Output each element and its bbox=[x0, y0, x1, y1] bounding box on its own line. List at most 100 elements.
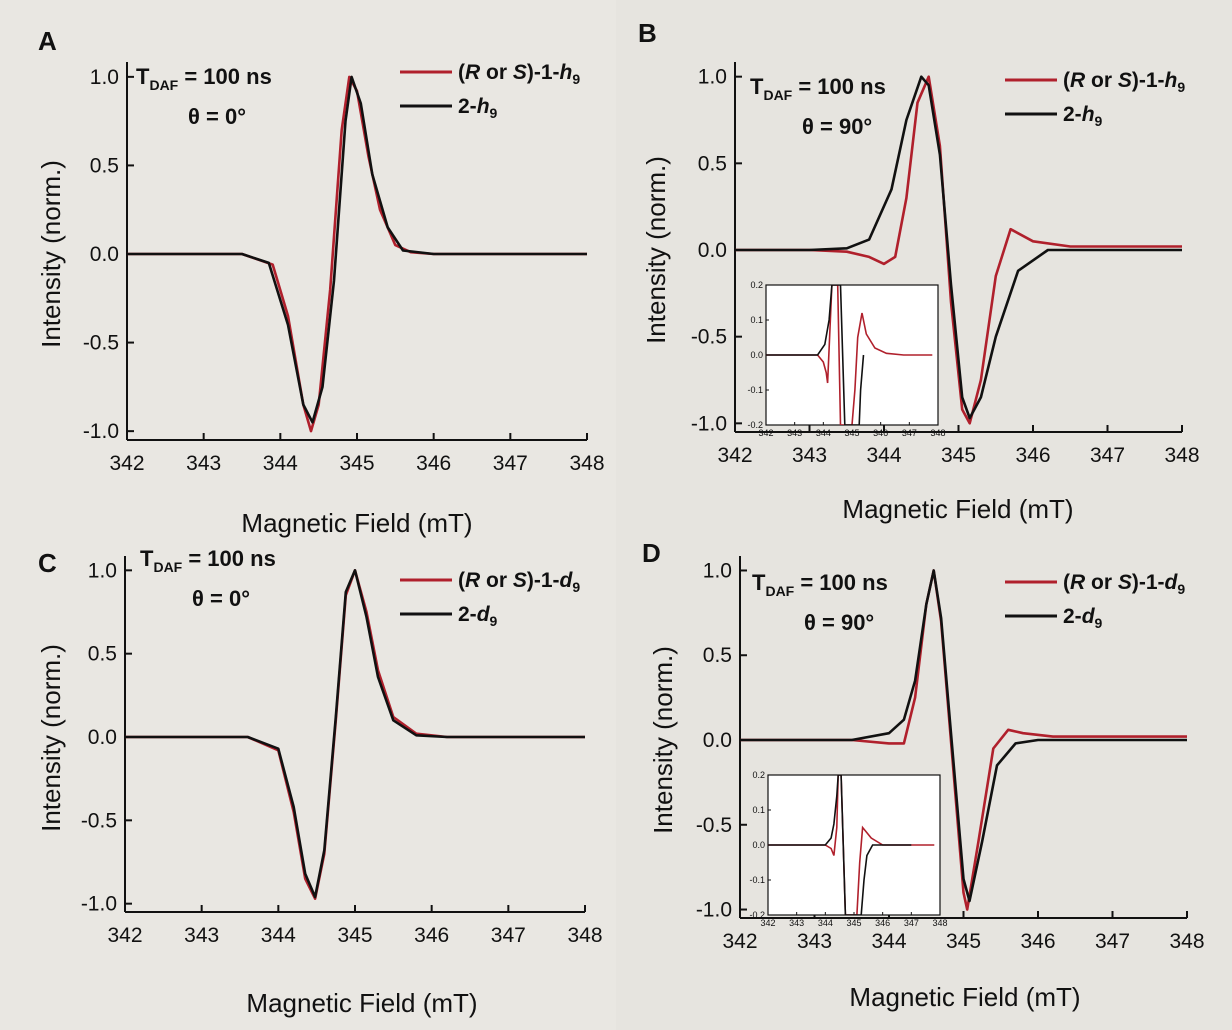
panel-a: A 342 343 344 345 346 347 348 1.0 0.5 0.0 -0.5 -1.0 M… bbox=[36, 26, 605, 538]
x-tick-label: 344 bbox=[263, 452, 298, 475]
panel-c: C 342 343 344 345 346 347 348 1.0 0.5 0.0 -0.5 -1.0 M… bbox=[36, 546, 603, 1018]
x-tick-label: 342 bbox=[109, 452, 144, 475]
panel-d: D 342 343 344 345 346 347 348 1.0 0.5 0.0 -0.5 -1.0 M… bbox=[642, 538, 1205, 1012]
x-tick-label: 344 bbox=[866, 444, 901, 467]
tdaf-annotation: TDAF = 100 ns bbox=[750, 74, 886, 103]
tdaf-annotation: TDAF = 100 ns bbox=[136, 64, 272, 93]
y-tick-label: -0.5 bbox=[81, 809, 117, 832]
x-axis-title: Magnetic Field (mT) bbox=[241, 508, 472, 538]
theta-annotation: θ = 90° bbox=[802, 114, 872, 139]
y-tick-label: 1.0 bbox=[698, 66, 727, 89]
y-axis-title: Intensity (norm.) bbox=[36, 644, 66, 832]
y-tick-label: -1.0 bbox=[83, 420, 119, 443]
legend-label: 2-d9 bbox=[1063, 605, 1103, 631]
inset-x-tick-label: 345 bbox=[846, 918, 861, 928]
y-tick-label: -0.5 bbox=[83, 332, 119, 355]
series-line-black bbox=[127, 75, 587, 424]
inset-plot: 342 343 344 345 346 347 348 0.2 0.1 0.0 -0.1 -0.2 bbox=[747, 280, 945, 438]
x-tick-label: 342 bbox=[717, 444, 752, 467]
x-tick-label: 345 bbox=[339, 452, 374, 475]
panel-b: B 342 343 344 345 346 347 348 1.0 0.5 0.0 -0.5 -1.0 M… bbox=[638, 18, 1200, 524]
y-axis-title: Intensity (norm.) bbox=[36, 160, 66, 348]
theta-annotation: θ = 0° bbox=[188, 104, 246, 129]
legend-label: (R or S)-1-d9 bbox=[1063, 571, 1185, 597]
panel-letter: B bbox=[638, 18, 657, 48]
x-tick-label: 342 bbox=[107, 924, 142, 947]
legend-label: 2-h9 bbox=[458, 95, 498, 121]
tdaf-annotation: TDAF = 100 ns bbox=[752, 570, 888, 599]
x-tick-label: 346 bbox=[416, 452, 451, 475]
y-axis-title: Intensity (norm.) bbox=[641, 156, 671, 344]
y-tick-label: -1.0 bbox=[81, 893, 117, 916]
y-tick-label: -0.5 bbox=[696, 814, 732, 837]
x-tick-label: 345 bbox=[946, 930, 981, 953]
inset-x-tick-label: 348 bbox=[932, 918, 947, 928]
x-tick-label: 343 bbox=[186, 452, 221, 475]
x-tick-label: 348 bbox=[567, 924, 602, 947]
x-tick-label: 343 bbox=[184, 924, 219, 947]
y-tick-label: 1.0 bbox=[703, 559, 732, 582]
inset-y-tick-label: 0.0 bbox=[752, 840, 765, 850]
x-tick-label: 347 bbox=[1090, 444, 1125, 467]
legend-label: 2-h9 bbox=[1063, 103, 1103, 129]
x-tick-label: 345 bbox=[941, 444, 976, 467]
x-tick-label: 348 bbox=[569, 452, 604, 475]
x-tick-label: 345 bbox=[337, 924, 372, 947]
panel-letter: C bbox=[38, 548, 57, 578]
y-tick-label: 0.0 bbox=[698, 239, 727, 262]
inset-plot: 342 343 344 345 346 347 348 0.2 0.1 0.0 -0.1 -0.2 bbox=[749, 770, 947, 928]
y-tick-label: -1.0 bbox=[696, 899, 732, 922]
inset-x-tick-label: 348 bbox=[930, 428, 945, 438]
inset-y-tick-label: 0.0 bbox=[750, 350, 763, 360]
y-tick-label: -1.0 bbox=[691, 412, 727, 435]
x-tick-label: 346 bbox=[1015, 444, 1050, 467]
x-axis-title: Magnetic Field (mT) bbox=[849, 982, 1080, 1012]
theta-annotation: θ = 0° bbox=[192, 586, 250, 611]
inset-y-tick-label: -0.1 bbox=[747, 385, 763, 395]
y-tick-label: 1.0 bbox=[90, 66, 119, 89]
x-tick-label: 343 bbox=[797, 930, 832, 953]
y-tick-label: 0.5 bbox=[698, 152, 727, 175]
x-tick-label: 344 bbox=[261, 924, 296, 947]
y-axis-title: Intensity (norm.) bbox=[648, 646, 678, 834]
y-tick-label: 0.5 bbox=[88, 643, 117, 666]
inset-x-tick-label: 342 bbox=[758, 428, 773, 438]
legend-label: 2-d9 bbox=[458, 603, 498, 629]
y-tick-label: 0.5 bbox=[703, 644, 732, 667]
x-axis-title: Magnetic Field (mT) bbox=[246, 988, 477, 1018]
series-line-black bbox=[735, 75, 1182, 420]
inset-x-tick-label: 346 bbox=[873, 428, 888, 438]
x-tick-label: 346 bbox=[1020, 930, 1055, 953]
y-tick-label: 0.5 bbox=[90, 154, 119, 177]
y-tick-label: -0.5 bbox=[691, 326, 727, 349]
inset-x-tick-label: 342 bbox=[760, 918, 775, 928]
inset-x-tick-label: 343 bbox=[787, 428, 802, 438]
series-line-red bbox=[735, 75, 1182, 425]
x-tick-label: 342 bbox=[722, 930, 757, 953]
theta-annotation: θ = 90° bbox=[804, 610, 874, 635]
x-tick-label: 343 bbox=[792, 444, 827, 467]
legend-label: (R or S)-1-d9 bbox=[458, 569, 580, 595]
y-tick-label: 0.0 bbox=[90, 243, 119, 266]
tdaf-annotation: TDAF = 100 ns bbox=[140, 546, 276, 575]
legend-label: (R or S)-1-h9 bbox=[458, 61, 580, 87]
inset-y-tick-label: 0.2 bbox=[750, 280, 763, 290]
inset-y-tick-label: 0.1 bbox=[752, 805, 765, 815]
inset-series-line-red bbox=[766, 285, 933, 425]
inset-x-tick-label: 344 bbox=[816, 428, 831, 438]
inset-y-tick-label: 0.1 bbox=[750, 315, 763, 325]
panel-letter: A bbox=[38, 26, 57, 56]
x-tick-label: 347 bbox=[1095, 930, 1130, 953]
y-tick-label: 0.0 bbox=[703, 729, 732, 752]
x-tick-label: 344 bbox=[871, 930, 906, 953]
inset-series-line-black bbox=[768, 775, 912, 915]
series-line-black bbox=[740, 569, 1187, 903]
inset-x-tick-label: 347 bbox=[902, 428, 917, 438]
inset-x-tick-label: 347 bbox=[904, 918, 919, 928]
inset-x-tick-label: 346 bbox=[875, 918, 890, 928]
inset-x-tick-label: 343 bbox=[789, 918, 804, 928]
x-tick-label: 347 bbox=[493, 452, 528, 475]
inset-y-tick-label: -0.1 bbox=[749, 875, 765, 885]
x-tick-label: 348 bbox=[1169, 930, 1204, 953]
